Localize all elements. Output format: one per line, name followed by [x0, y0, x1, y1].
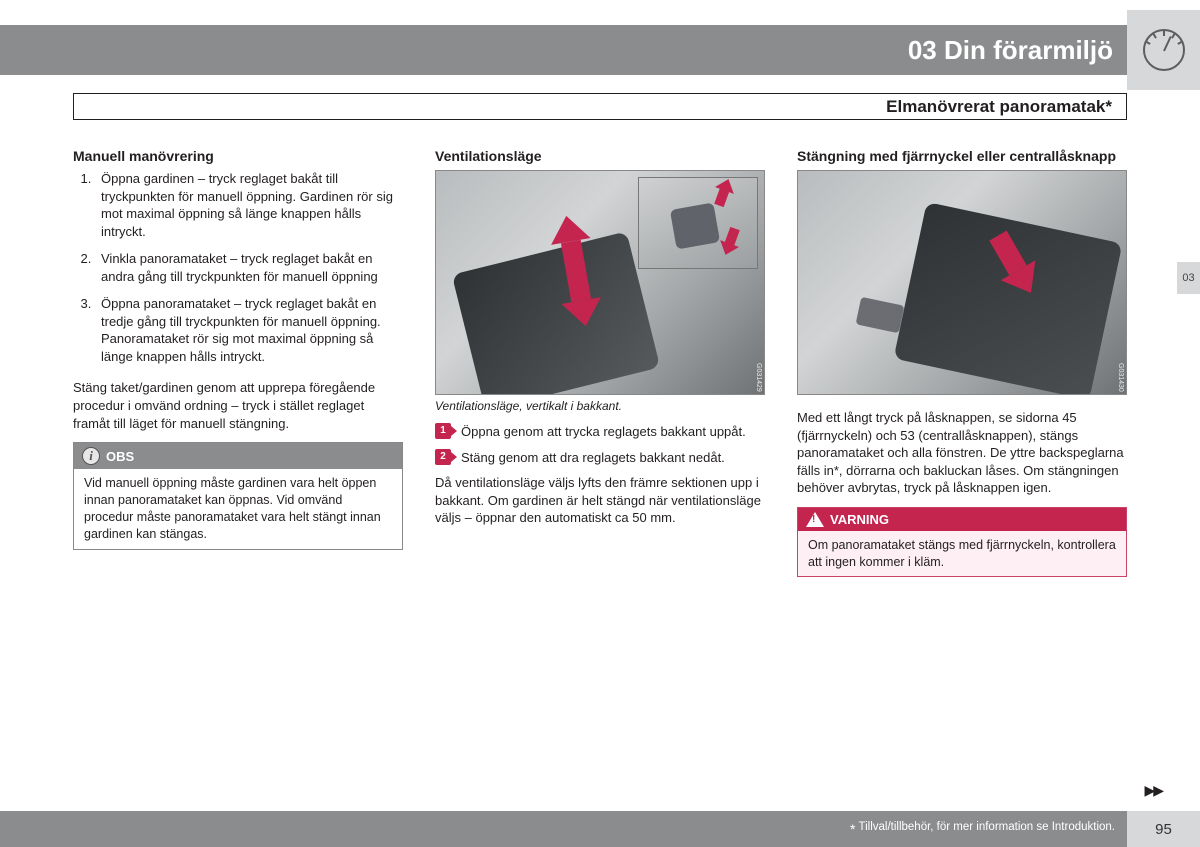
continues-icon: ▶▶ [1144, 782, 1162, 799]
warning-body: Om panoramataket stängs med fjärrnyckeln… [798, 531, 1126, 577]
col3-paragraph: Med ett långt tryck på låsknappen, se si… [797, 409, 1127, 497]
info-icon: i [82, 447, 100, 465]
gauge-icon [1143, 29, 1185, 71]
section-title: Elmanövrerat panoramatak* [886, 97, 1112, 117]
list-item: Öppna panoramataket – tryck reglaget bak… [95, 295, 403, 365]
col1-heading: Manuell manövrering [73, 148, 403, 164]
warning-box: VARNING Om panoramataket stängs med fjär… [797, 507, 1127, 578]
figure-remote-close: G031430 [797, 170, 1127, 395]
manual-steps-list: Öppna gardinen – tryck reglaget bakåt ti… [73, 170, 403, 365]
figure-caption: Ventilationsläge, vertikalt i bakkant. [435, 399, 765, 413]
column-2: Ventilationsläge G031429 Ventilationsläg… [435, 148, 765, 577]
footer-note: * Tillval/tillbehör, för mer information… [850, 821, 1115, 837]
column-1: Manuell manövrering Öppna gardinen – try… [73, 148, 403, 577]
figure-ventilation: G031429 [435, 170, 765, 395]
col3-heading: Stängning med fjärrnyckel eller centrall… [797, 148, 1127, 164]
section-title-box: Elmanövrerat panoramatak* [73, 93, 1127, 120]
chapter-name: Din förarmiljö [944, 35, 1113, 65]
list-item: Öppna gardinen – tryck reglaget bakåt ti… [95, 170, 403, 240]
side-chapter-tab: 03 [1177, 262, 1200, 294]
warning-label: VARNING [830, 512, 889, 527]
warning-header: VARNING [798, 508, 1126, 531]
number-badge-2: 2 [435, 449, 451, 465]
page-number: 95 [1127, 811, 1200, 847]
figure-code: G031429 [755, 363, 762, 392]
col2-heading: Ventilationsläge [435, 148, 765, 164]
chapter-icon-box [1127, 10, 1200, 90]
chapter-number: 03 [908, 35, 937, 65]
obs-note-header: i OBS [74, 443, 402, 469]
obs-label: OBS [106, 449, 134, 464]
column-3: Stängning med fjärrnyckel eller centrall… [797, 148, 1127, 577]
number-badge-1: 1 [435, 423, 451, 439]
obs-note-box: i OBS Vid manuell öppning måste gardinen… [73, 442, 403, 550]
footer-band: * Tillval/tillbehör, för mer information… [0, 811, 1200, 847]
list-item: Vinkla panoramataket – tryck reglaget ba… [95, 250, 403, 285]
item-text: Stäng genom att dra reglagets bakkant ne… [461, 449, 725, 467]
warning-triangle-icon [806, 512, 824, 527]
close-paragraph: Stäng taket/gardinen genom att upprepa f… [73, 379, 403, 432]
obs-note-body: Vid manuell öppning måste gardinen vara … [74, 469, 402, 549]
content-columns: Manuell manövrering Öppna gardinen – try… [73, 148, 1127, 577]
col2-paragraph: Då ventilationsläge väljs lyfts den främ… [435, 474, 765, 527]
numbered-item: 1 Öppna genom att trycka reglagets bakka… [435, 423, 765, 441]
figure-inset [638, 177, 758, 269]
numbered-item: 2 Stäng genom att dra reglagets bakkant … [435, 449, 765, 467]
chapter-title: 03 Din förarmiljö [908, 35, 1113, 66]
figure-code: G031430 [1117, 363, 1124, 392]
chapter-header-band: 03 Din förarmiljö [0, 25, 1127, 75]
item-text: Öppna genom att trycka reglagets bakkant… [461, 423, 746, 441]
